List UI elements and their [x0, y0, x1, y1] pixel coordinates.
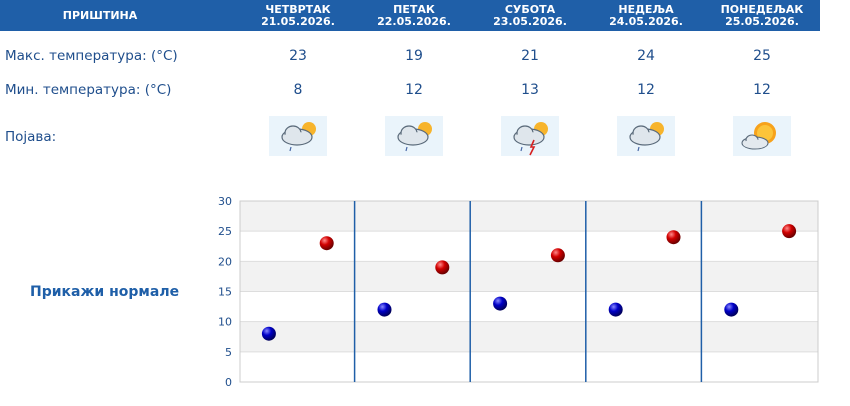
- max-temp-point: [435, 260, 450, 275]
- max-temp-point: [319, 236, 334, 251]
- cloud-sun-thunder-icon: [501, 116, 559, 156]
- grid-band: [240, 321, 818, 352]
- y-tick-label: 15: [218, 286, 232, 299]
- cloud-sun-rain-icon: [385, 116, 443, 156]
- y-tick-label: 30: [218, 195, 232, 208]
- max-temp-value: 23: [289, 48, 307, 64]
- sun-cloud-icon: [733, 116, 791, 156]
- y-tick-label: 20: [218, 255, 232, 268]
- day-header-1: ЧЕТВРТАК 21.05.2026.: [240, 0, 356, 31]
- min-temp-point: [261, 326, 276, 341]
- max-temp-value: 21: [521, 48, 539, 64]
- min-temp-point: [377, 302, 392, 317]
- grid-band: [240, 261, 818, 292]
- day-name: ПОНЕДЕЉАК: [720, 2, 804, 16]
- day-date: 24.05.2026.: [609, 14, 683, 28]
- day-name: ЧЕТВРТАК: [265, 2, 331, 16]
- city-name: ПРИШТИНА: [62, 8, 138, 22]
- max-temp-point: [550, 248, 565, 263]
- day-date: 25.05.2026.: [725, 14, 799, 28]
- y-tick-label: 5: [225, 346, 232, 359]
- min-temp-value: 12: [405, 82, 423, 98]
- day-name: НЕДЕЉА: [618, 2, 674, 16]
- min-temp-value: 13: [521, 82, 539, 98]
- y-tick-label: 0: [225, 376, 232, 389]
- plot-border: [239, 200, 819, 383]
- grid-band: [240, 231, 818, 262]
- forecast-header: ПРИШТИНА ЧЕТВРТАК 21.05.2026. ПЕТАК 22.0…: [0, 0, 820, 31]
- cloud-sun-rain-icon: [617, 116, 675, 156]
- day-name: СУБОТА: [504, 2, 556, 16]
- max-temp-point: [666, 230, 681, 245]
- min-temp-value: 12: [753, 82, 771, 98]
- grid-band: [240, 201, 818, 232]
- cloud-sun-rain-icon: [269, 116, 327, 156]
- max-temp-value: 25: [753, 48, 771, 64]
- min-temp-label: Мин. температура: (°C): [5, 82, 172, 98]
- y-tick-label: 10: [218, 316, 232, 329]
- day-header-5: ПОНЕДЕЉАК 25.05.2026.: [704, 0, 820, 31]
- min-temp-point: [493, 296, 508, 311]
- y-tick-label: 25: [218, 225, 232, 238]
- day-name: ПЕТАК: [393, 2, 435, 16]
- grid-band: [240, 291, 818, 322]
- max-temp-value: 19: [405, 48, 423, 64]
- day-header-4: НЕДЕЉА 24.05.2026.: [588, 0, 704, 31]
- day-date: 21.05.2026.: [261, 14, 335, 28]
- grid-band: [240, 351, 818, 382]
- show-normals-link[interactable]: Прикажи нормале: [30, 284, 180, 300]
- phenomenon-label: Појава:: [5, 129, 57, 145]
- day-date: 23.05.2026.: [493, 14, 567, 28]
- day-date: 22.05.2026.: [377, 14, 451, 28]
- day-header-2: ПЕТАК 22.05.2026.: [356, 0, 472, 31]
- max-temp-value: 24: [637, 48, 655, 64]
- day-header-3: СУБОТА 23.05.2026.: [472, 0, 588, 31]
- min-temp-point: [724, 302, 739, 317]
- max-temp-point: [782, 224, 797, 239]
- max-temp-label: Макс. температура: (°C): [5, 48, 178, 64]
- min-temp-point: [608, 302, 623, 317]
- min-temp-value: 12: [637, 82, 655, 98]
- min-temp-value: 8: [293, 82, 303, 98]
